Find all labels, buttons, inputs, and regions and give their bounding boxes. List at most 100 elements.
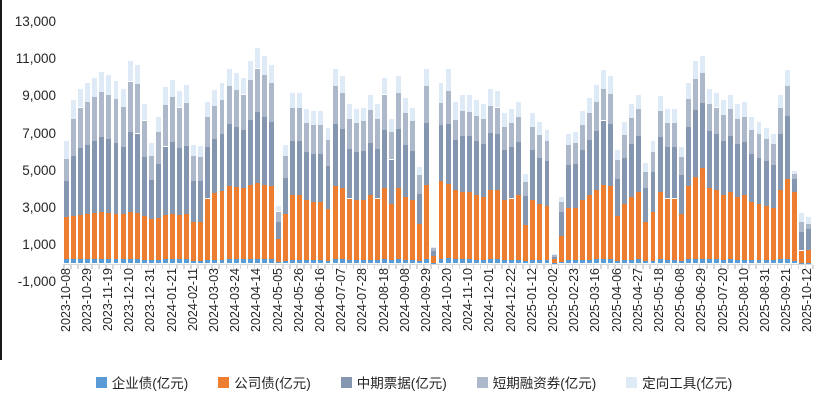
- bar-segment-2: [396, 188, 402, 259]
- x-axis-tick-label: 2025-06-08: [673, 268, 688, 332]
- bar-segment-5: [523, 174, 529, 182]
- bar-segment-3: [410, 151, 416, 201]
- x-axis-tick: [494, 264, 496, 269]
- bar-segment-5: [601, 70, 607, 89]
- bar-segment-5: [791, 170, 797, 175]
- bar-segment-4: [742, 116, 748, 142]
- bar-segment-5: [763, 127, 769, 140]
- x-axis-tick: [677, 264, 680, 269]
- bar-segment-2: [99, 212, 105, 259]
- y-axis-tick-label: 1,000: [22, 236, 56, 252]
- bar-segment-3: [155, 164, 161, 218]
- bar-segment-2: [735, 196, 741, 260]
- x-axis-tick: [190, 264, 192, 269]
- bar-segment-1: [191, 260, 197, 264]
- x-axis-tick: [734, 264, 736, 269]
- bar-segment-1: [445, 257, 451, 264]
- bar-segment-3: [134, 133, 140, 214]
- bar-segment-2: [516, 194, 522, 260]
- x-axis-tick: [423, 264, 425, 269]
- x-axis-tick: [706, 264, 708, 269]
- bar-segment-1: [212, 259, 218, 264]
- bar-segment-3: [170, 141, 175, 215]
- bar-segment-2: [374, 198, 380, 260]
- bar-segment-3: [346, 149, 352, 199]
- bar-segment-4: [396, 92, 402, 129]
- bar-segment-5: [226, 68, 232, 87]
- bar-segment-5: [714, 92, 720, 108]
- bar-segment-5: [71, 100, 77, 119]
- bar-segment-4: [254, 68, 260, 113]
- bar-segment-5: [205, 101, 211, 117]
- bar-segment-4: [141, 120, 147, 157]
- x-axis-tick: [614, 264, 616, 269]
- bar-segment-4: [565, 144, 571, 166]
- bar-segment-1: [325, 260, 331, 264]
- bar-segment-1: [544, 259, 550, 264]
- bar-segment-5: [332, 68, 338, 87]
- bar-segment-3: [141, 156, 147, 217]
- bar-segment-3: [268, 122, 274, 187]
- bar-segment-3: [396, 128, 402, 189]
- bar-segment-1: [763, 259, 769, 264]
- x-axis-tick: [352, 264, 355, 269]
- x-axis-tick: [409, 264, 411, 269]
- bar-segment-1: [374, 259, 380, 264]
- x-axis-tick: [84, 264, 86, 269]
- legend-item-1: 企业债(亿元): [95, 372, 188, 392]
- x-axis-tick: [812, 264, 814, 269]
- bar-segment-5: [537, 122, 543, 136]
- bar-segment-4: [629, 117, 635, 144]
- bar-segment-1: [643, 260, 649, 264]
- bar-segment-4: [417, 175, 423, 194]
- bar-segment-1: [247, 258, 253, 264]
- bar-segment-5: [367, 94, 373, 111]
- bar-segment-2: [127, 212, 133, 259]
- bar-segment-2: [177, 215, 183, 259]
- bar-segment-1: [636, 258, 642, 264]
- bar-segment-1: [502, 259, 508, 264]
- bar-segment-3: [707, 130, 712, 189]
- bar-segment-3: [85, 144, 91, 215]
- bar-segment-1: [523, 260, 529, 264]
- bar-segment-1: [756, 259, 762, 264]
- bar-segment-1: [516, 259, 522, 264]
- x-axis-tick: [479, 264, 482, 269]
- bar-segment-2: [488, 190, 493, 259]
- bar-segment-1: [410, 259, 416, 264]
- bar-segment-3: [763, 161, 769, 206]
- x-axis-tick: [804, 264, 807, 269]
- bar-segment-1: [219, 259, 225, 264]
- bar-segment-3: [721, 140, 727, 195]
- x-axis-tick: [543, 264, 545, 269]
- bar-segment-1: [495, 258, 501, 264]
- x-axis-tick: [713, 264, 715, 269]
- x-axis-tick: [769, 264, 772, 269]
- x-axis-tick-label: 2025-07-20: [715, 268, 730, 332]
- y-axis-tick-label: 11,000: [15, 51, 56, 67]
- bar-segment-2: [537, 204, 543, 260]
- bar-segment-5: [805, 217, 811, 224]
- bar-segment-5: [459, 94, 465, 112]
- bar-segment-1: [424, 258, 430, 264]
- bar-segment-1: [92, 258, 98, 264]
- bar-segment-2: [424, 184, 430, 259]
- x-axis-line: [63, 263, 812, 265]
- bar-segment-3: [735, 143, 741, 197]
- bar-segment-4: [127, 81, 133, 132]
- bar-segment-3: [551, 256, 557, 260]
- bar-segment-4: [473, 115, 479, 141]
- bar-segment-1: [565, 259, 571, 264]
- x-axis-tick-label: 2024-09-08: [397, 268, 412, 332]
- x-axis-tick: [628, 264, 630, 269]
- x-axis-tick: [154, 264, 157, 269]
- bar-segment-3: [78, 148, 84, 216]
- bar-segment-2: [714, 190, 720, 259]
- bar-segment-1: [71, 258, 77, 264]
- bar-segment-2: [565, 207, 571, 260]
- x-axis-tick: [670, 264, 673, 269]
- bar-segment-2: [466, 192, 472, 259]
- bar-segment-2: [240, 188, 246, 259]
- bar-segment-1: [488, 258, 493, 264]
